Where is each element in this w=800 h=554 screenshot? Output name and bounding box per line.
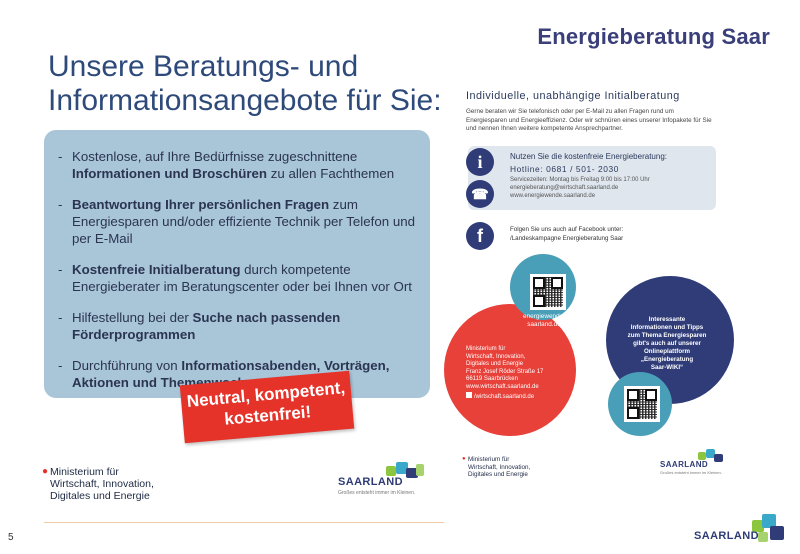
footer-saarland-logo: SAARLAND bbox=[694, 512, 794, 548]
page-title: Unsere Beratungs- und Informationsangebo… bbox=[48, 50, 448, 118]
ministry-dot-icon: ● bbox=[462, 456, 466, 462]
ministry-line2: Wirtschaft, Innovation, bbox=[50, 478, 154, 490]
saarland-map-icon bbox=[696, 448, 726, 466]
list-item: Kostenfreie Initialberatung durch kompet… bbox=[58, 261, 418, 295]
address-line: Wirtschaft, Innovation, bbox=[466, 353, 526, 360]
ministry-line3: Digitales und Energie bbox=[50, 490, 150, 502]
wiki-line: Onlineplattform bbox=[643, 348, 691, 355]
facebook-text: Folgen Sie uns auch auf Facebook unter: … bbox=[510, 226, 623, 243]
wiki-line: Interessante bbox=[648, 316, 686, 323]
contact-details: Servicezeiten: Montag bis Freitag 9:00 b… bbox=[510, 176, 650, 200]
list-item: Beantwortung Ihrer persönlichen Fragen z… bbox=[58, 196, 418, 247]
saarland-map-icon bbox=[750, 512, 790, 548]
wiki-line: Informationen und Tipps bbox=[630, 324, 704, 331]
facebook-icon[interactable]: f bbox=[466, 222, 494, 250]
wiki-line: „Energieberatung bbox=[640, 356, 694, 363]
ministry-logo-right: ● Ministerium für Wirtschaft, Innovation… bbox=[462, 456, 531, 479]
website-line2: saarland.de bbox=[527, 321, 561, 328]
right-heading: Individuelle, unabhängige Initialberatun… bbox=[466, 90, 680, 102]
address-facebook[interactable]: /wirtschaft.saarland.de bbox=[466, 391, 574, 402]
brand-title: Energieberatung Saar bbox=[537, 24, 770, 49]
ministry-line2: Wirtschaft, Innovation, bbox=[468, 463, 531, 471]
hotline: Hotline: 0681 / 501- 2030 bbox=[510, 164, 620, 174]
list-item: Kostenlose, auf Ihre Bedürfnisse zugesch… bbox=[58, 148, 418, 182]
info-icon: i bbox=[466, 148, 494, 176]
services-list: Kostenlose, auf Ihre Bedürfnisse zugesch… bbox=[58, 148, 418, 405]
email-link[interactable]: energieberatung@wirtschaft.saarland.de bbox=[510, 185, 619, 191]
address-line: Ministerium für bbox=[466, 346, 506, 352]
address-line: 66119 Saarbrücken bbox=[466, 376, 518, 383]
phone-icon: ☎ bbox=[466, 180, 494, 208]
footer-divider bbox=[44, 522, 444, 523]
website-qr-code[interactable] bbox=[530, 274, 566, 310]
wiki-line: Saar-WIKI“ bbox=[650, 364, 684, 371]
facebook-line1: Folgen Sie uns auch auf Facebook unter: bbox=[510, 226, 624, 233]
address-web[interactable]: www.wirtschaft.saarland.de bbox=[466, 383, 539, 390]
address-line: Franz Josef Röder Straße 17 bbox=[466, 368, 544, 375]
saarland-tagline: Großes entsteht immer im Kleinen. bbox=[338, 490, 416, 496]
address-line: Digitales und Energie bbox=[466, 361, 524, 368]
list-item: Hilfestellung bei der Suche nach passend… bbox=[58, 309, 418, 343]
ministry-line1: Ministerium für bbox=[50, 466, 119, 478]
saarland-tagline: Großes entsteht immer im Kleinen. bbox=[660, 470, 722, 475]
service-times: Servicezeiten: Montag bis Freitag 9:00 b… bbox=[510, 177, 650, 183]
web-link[interactable]: www.energiewende.saarland.de bbox=[510, 193, 596, 199]
website-circle-text: energiewende. saarland.de bbox=[516, 313, 572, 329]
saarland-wordmark: SAARLAND bbox=[660, 460, 709, 469]
facebook-line2: /Landeskampagne Energieberatung Saar bbox=[510, 234, 624, 242]
saarland-logo-left: SAARLAND Großes entsteht immer im Kleine… bbox=[338, 460, 438, 500]
ministry-address: Ministerium für Wirtschaft, Innovation, … bbox=[466, 346, 574, 401]
wiki-line: zum Thema Energiesparen bbox=[627, 332, 707, 339]
wiki-line: gibt's auch auf unserer bbox=[633, 340, 701, 347]
list-item: Durchführung von Informationsabenden, Vo… bbox=[58, 357, 418, 391]
wiki-text: Interessante Informationen und Tipps zum… bbox=[624, 316, 710, 372]
website-line1: energiewende. bbox=[523, 313, 565, 320]
ministry-dot-icon: ● bbox=[42, 466, 49, 477]
contact-title: Nutzen Sie die kostenfreie Energieberatu… bbox=[510, 152, 667, 161]
wiki-qr-code[interactable] bbox=[624, 386, 660, 422]
ministry-line3: Digitales und Energie bbox=[468, 471, 528, 478]
page-number: 5 bbox=[8, 532, 14, 543]
saarland-logo-right: SAARLAND Großes entsteht immer im Kleine… bbox=[660, 448, 730, 478]
ministry-logo-left: ● Ministerium für Wirtschaft, Innovation… bbox=[42, 466, 154, 502]
page-title-line2: Informationsangebote für Sie: bbox=[48, 84, 442, 117]
saarland-wordmark: SAARLAND bbox=[338, 476, 403, 488]
saarland-wordmark: SAARLAND bbox=[694, 530, 759, 542]
saarland-map-icon bbox=[382, 460, 428, 484]
page-title-line1: Unsere Beratungs- und bbox=[48, 50, 359, 83]
ministry-circle bbox=[444, 304, 576, 436]
intro-text: Gerne beraten wir Sie telefonisch oder p… bbox=[466, 108, 712, 132]
facebook-mini-icon bbox=[466, 391, 472, 398]
contact-box bbox=[468, 146, 716, 210]
ministry-line1: Ministerium für bbox=[468, 456, 510, 463]
